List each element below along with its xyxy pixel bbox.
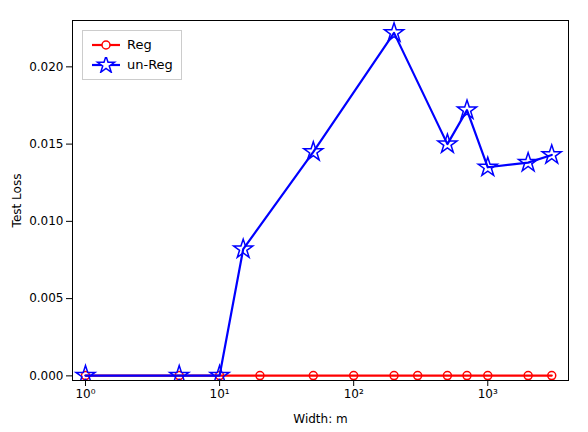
svg-text:0.015: 0.015 [29, 137, 63, 151]
svg-text:10²: 10² [344, 387, 364, 401]
svg-text:Test Loss: Test Loss [10, 174, 24, 229]
svg-text:10³: 10³ [478, 387, 498, 401]
svg-text:Width: m: Width: m [293, 412, 347, 426]
svg-text:0.005: 0.005 [29, 291, 63, 305]
svg-text:0.000: 0.000 [29, 369, 63, 383]
svg-text:0.010: 0.010 [29, 214, 63, 228]
svg-text:10⁰: 10⁰ [75, 387, 95, 401]
html-text:un-Reg: un-Reg [127, 57, 173, 72]
html-text:Reg: Reg [127, 37, 152, 52]
svg-text:10¹: 10¹ [210, 387, 230, 401]
svg-text:0.020: 0.020 [29, 60, 63, 74]
